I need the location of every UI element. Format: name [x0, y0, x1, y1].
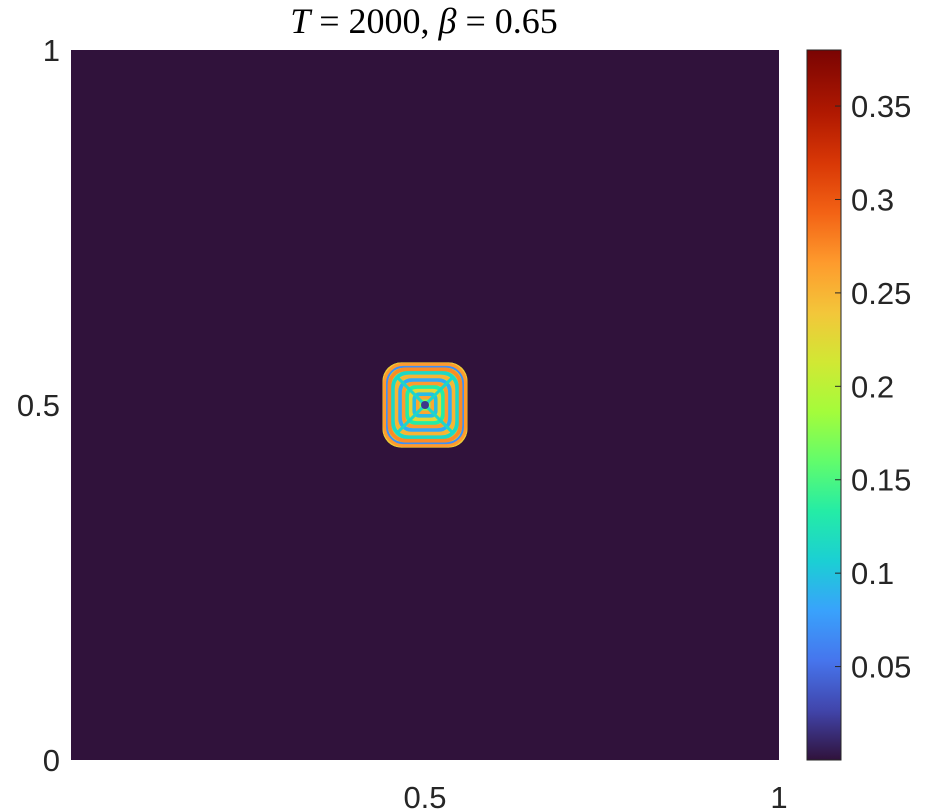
colorbar-tick-label: 0.05 [851, 650, 911, 685]
colorbar-frame [806, 49, 842, 761]
pattern-ring [398, 378, 452, 432]
pattern-ring [412, 392, 438, 418]
pattern-ring [405, 385, 445, 425]
colorbar-tick-label: 0.1 [851, 556, 894, 591]
pattern-ring [401, 381, 449, 429]
x-tick-label: 1 [770, 780, 787, 812]
title-beta-var: β [438, 1, 457, 41]
y-tick-label: 0.5 [17, 388, 60, 423]
pattern-ring [391, 371, 459, 439]
pattern-edge [383, 362, 467, 448]
pattern-center [421, 401, 429, 409]
pattern-ring [408, 388, 442, 422]
chart-title: T = 2000, β = 0.65 [290, 1, 558, 41]
pattern-ring [384, 364, 466, 446]
title-t-eq: = 2000, [310, 1, 438, 41]
pattern-ring [415, 395, 435, 415]
y-tick-label: 1 [43, 33, 60, 68]
colorbar-ticks: 0.05 0.1 0.15 0.2 0.25 0.3 0.35 [835, 89, 911, 685]
colorbar-tick-label: 0.25 [851, 276, 911, 311]
y-axis-ticks: 00.51 [17, 33, 60, 778]
pattern-ring [387, 367, 463, 443]
colorbar-tick-label: 0.3 [851, 182, 894, 217]
x-tick-label: 0.5 [403, 780, 446, 812]
title-t-var: T [290, 1, 313, 41]
colorbar-tick-label: 0.2 [851, 369, 894, 404]
title-beta-eq: = 0.65 [456, 1, 557, 41]
pattern-ring [394, 374, 456, 436]
y-tick-label: 0 [43, 743, 60, 778]
colorbar-tick-label: 0.15 [851, 463, 911, 498]
colorbar-tick-label: 0.35 [851, 89, 911, 124]
colorbar [807, 50, 841, 760]
heatmap-pattern [382, 362, 468, 448]
x-axis-ticks: 0.5 1 [403, 780, 787, 812]
